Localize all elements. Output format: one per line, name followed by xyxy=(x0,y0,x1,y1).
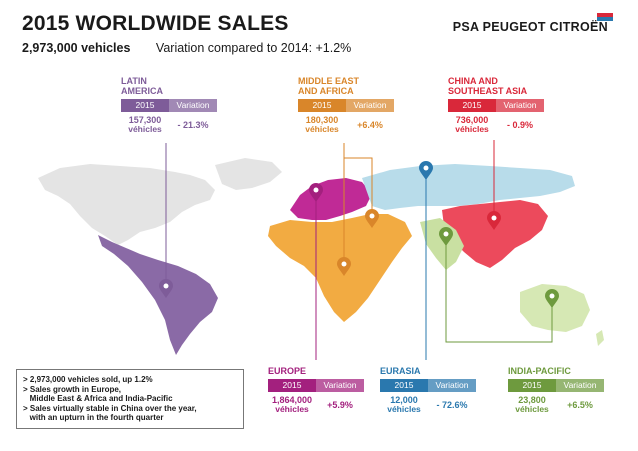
eurasia-shape xyxy=(362,164,575,210)
region-header: 2015 Variation xyxy=(268,379,364,392)
region-name: INDIA-PACIFIC xyxy=(508,366,571,376)
brand-logo-icon xyxy=(597,13,613,21)
map-pins xyxy=(159,161,559,308)
note-line: Middle East & Africa and India-Pacific xyxy=(23,394,173,404)
india-shape xyxy=(420,218,464,270)
summary-notes: > 2,973,000 vehicles sold, up 1.2% > Sal… xyxy=(16,369,244,429)
note-line: with an upturn in the fourth quarter xyxy=(23,413,164,423)
variation-summary: Variation compared to 2014: +1.2% xyxy=(155,41,352,55)
region-india-pacific: INDIA-PACIFIC 2015 Variation 23,800 véhic… xyxy=(508,366,604,414)
new-zealand-shape xyxy=(596,330,604,346)
region-header: 2015 Variation xyxy=(448,99,544,112)
latin-america-shape xyxy=(98,235,218,355)
europe-shape xyxy=(290,178,372,220)
page-title: 2015 WORLDWIDE SALES xyxy=(22,12,289,35)
region-header: 2015 Variation xyxy=(121,99,217,112)
region-name: EURASIA xyxy=(380,366,421,376)
region-latin-america: LATIN AMERICA 2015 Variation 157,300 véhic… xyxy=(121,76,217,134)
greenland-shape xyxy=(215,158,282,190)
china-sea-shape xyxy=(442,200,548,268)
region-header: 2015 Variation xyxy=(298,99,394,112)
region-variation: +6.5% xyxy=(567,400,593,410)
region-header: 2015 Variation xyxy=(508,379,604,392)
region-sales: 12,000 véhicles xyxy=(387,395,421,414)
region-variation: - 21.3% xyxy=(177,120,209,130)
region-variation: +6.4% xyxy=(357,120,383,130)
region-name: LATIN AMERICA xyxy=(121,76,163,96)
region-sales: 1,864,000 véhicles xyxy=(271,395,313,414)
note-line: > Sales virtually stable in China over t… xyxy=(23,403,197,413)
region-middle-east-africa: MIDDLE EAST AND AFRICA 2015 Variation 180… xyxy=(298,76,394,134)
region-variation: - 0.9% xyxy=(506,120,533,130)
north-america-shape xyxy=(38,164,215,245)
region-header: 2015 Variation xyxy=(380,379,476,392)
region-sales: 180,300 véhicles xyxy=(305,115,339,134)
region-variation: +5.9% xyxy=(327,400,353,410)
region-europe: EUROPE 2015 Variation 1,864,000 véhicles … xyxy=(268,366,364,414)
region-variation: - 72.6% xyxy=(436,400,468,410)
note-line: > 2,973,000 vehicles sold, up 1.2% xyxy=(23,375,153,384)
region-china-southeast-asia: CHINA AND SOUTHEAST ASIA 2015 Variation 7… xyxy=(448,76,544,134)
region-name: MIDDLE EAST AND AFRICA xyxy=(298,76,360,96)
region-name: CHINA AND SOUTHEAST ASIA xyxy=(448,76,528,96)
region-name: EUROPE xyxy=(268,366,307,376)
region-eurasia: EURASIA 2015 Variation 12,000 véhicles - … xyxy=(380,366,476,414)
subtitle: 2,973,000 vehicles Variation compared to… xyxy=(22,41,351,55)
total-vehicles: 2,973,000 vehicles xyxy=(22,41,131,55)
brand-name: PSA PEUGEOT CITROËN xyxy=(452,20,608,34)
region-sales: 23,800 véhicles xyxy=(515,395,549,414)
note-line: > Sales growth in Europe, xyxy=(23,384,122,394)
region-sales: 736,000 véhicles xyxy=(455,115,489,134)
region-sales: 157,300 véhicles xyxy=(128,115,162,134)
australia-shape xyxy=(520,284,590,332)
